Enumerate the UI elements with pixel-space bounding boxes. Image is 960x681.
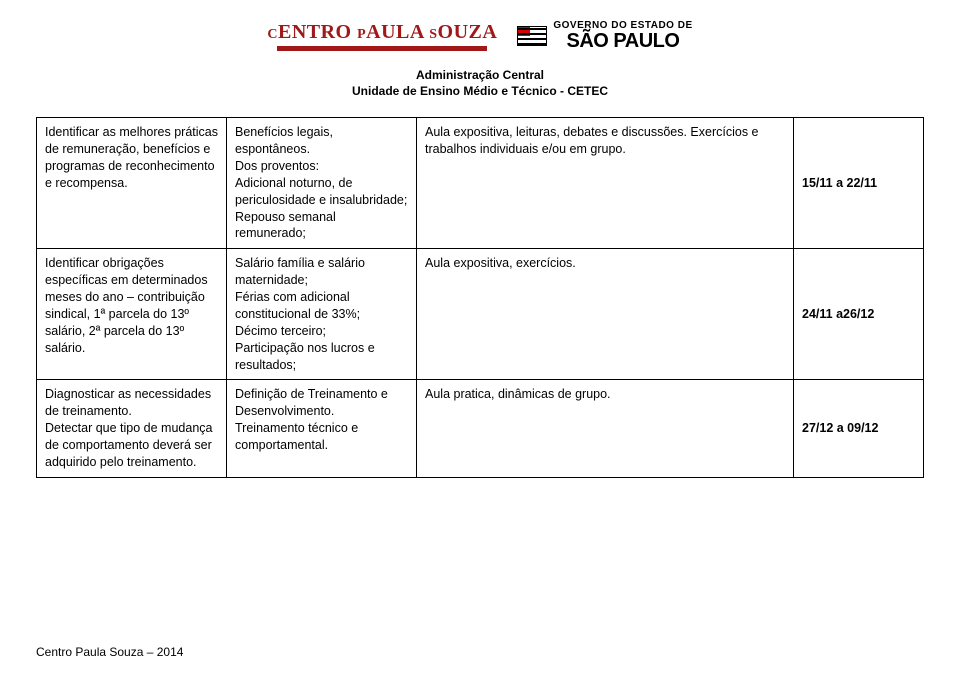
cell-col1: Identificar as melhores práticas de remu… — [37, 118, 227, 249]
logo-governo-sp: GOVERNO DO ESTADO DE SÃO PAULO — [517, 21, 692, 51]
cell-col3: Aula pratica, dinâmicas de grupo. — [417, 380, 794, 477]
cell-col4: 27/12 a 09/12 — [794, 380, 924, 477]
logo-sp-bottom: SÃO PAULO — [553, 31, 692, 51]
cell-col1: Diagnosticar as necessidades de treiname… — [37, 380, 227, 477]
logo-sp-text: GOVERNO DO ESTADO DE SÃO PAULO — [553, 21, 692, 51]
logo-row: CENTRO PAULA SOUZA GOVERNO DO ESTADO DE … — [0, 8, 960, 64]
header-line2: Unidade de Ensino Médio e Técnico - CETE… — [0, 84, 960, 100]
cell-col1: Identificar obrigações específicas em de… — [37, 249, 227, 380]
page-header: CENTRO PAULA SOUZA GOVERNO DO ESTADO DE … — [0, 0, 960, 99]
content-table: Identificar as melhores práticas de remu… — [36, 117, 924, 478]
sp-flag-icon — [517, 26, 547, 46]
header-subtitle: Administração Central Unidade de Ensino … — [0, 68, 960, 99]
cell-col3: Aula expositiva, exercícios. — [417, 249, 794, 380]
header-line1: Administração Central — [0, 68, 960, 84]
page-footer: Centro Paula Souza – 2014 — [36, 645, 183, 659]
cell-col2: Salário família e salário maternidade;Fé… — [227, 249, 417, 380]
cell-col2: Definição de Treinamento e Desenvolvimen… — [227, 380, 417, 477]
cell-col4: 15/11 a 22/11 — [794, 118, 924, 249]
cell-col4: 24/11 a26/12 — [794, 249, 924, 380]
cell-col3: Aula expositiva, leituras, debates e dis… — [417, 118, 794, 249]
logo-cps-bar-icon — [277, 46, 487, 51]
table-row: Diagnosticar as necessidades de treiname… — [37, 380, 924, 477]
logo-cps-text: CENTRO PAULA SOUZA — [267, 21, 497, 44]
table-row: Identificar obrigações específicas em de… — [37, 249, 924, 380]
logo-centro-paula-souza: CENTRO PAULA SOUZA — [267, 21, 497, 51]
cell-col2: Benefícios legais, espontâneos.Dos prove… — [227, 118, 417, 249]
table-row: Identificar as melhores práticas de remu… — [37, 118, 924, 249]
